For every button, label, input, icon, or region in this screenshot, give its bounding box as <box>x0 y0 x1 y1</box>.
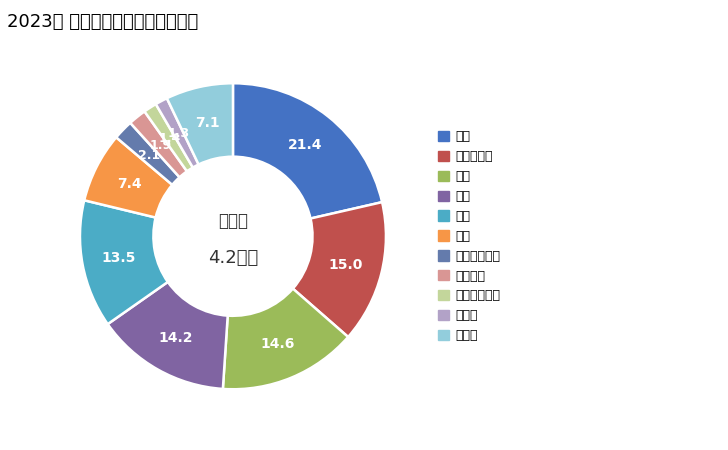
Wedge shape <box>116 123 180 185</box>
Wedge shape <box>223 288 348 389</box>
Wedge shape <box>167 83 233 165</box>
Wedge shape <box>156 98 199 167</box>
Wedge shape <box>233 83 382 219</box>
Text: 2023年 輸出相手国のシェア（％）: 2023年 輸出相手国のシェア（％） <box>7 14 199 32</box>
Wedge shape <box>80 200 168 324</box>
Text: 2.1: 2.1 <box>138 149 160 162</box>
Text: 14.2: 14.2 <box>159 331 193 345</box>
Text: 14.6: 14.6 <box>261 337 295 351</box>
Wedge shape <box>145 104 193 171</box>
Wedge shape <box>293 202 386 337</box>
Wedge shape <box>84 137 173 217</box>
Text: 7.4: 7.4 <box>117 176 142 190</box>
Wedge shape <box>130 112 187 177</box>
Legend: 中国, フィリピン, 香港, 台湾, 米国, 韓国, スウェーデン, ベトナム, インドネシア, ドイツ, その他: 中国, フィリピン, 香港, 台湾, 米国, 韓国, スウェーデン, ベトナム,… <box>438 130 501 342</box>
Text: 13.5: 13.5 <box>101 251 136 265</box>
Text: 1.3: 1.3 <box>167 127 189 140</box>
Text: 15.0: 15.0 <box>328 258 363 272</box>
Text: 7.1: 7.1 <box>195 116 220 130</box>
Text: 総　額: 総 額 <box>218 212 248 230</box>
Text: 1.4: 1.4 <box>159 132 181 145</box>
Text: 1.9: 1.9 <box>149 139 171 152</box>
Text: 21.4: 21.4 <box>288 138 323 152</box>
Wedge shape <box>108 282 228 389</box>
Text: 4.2億円: 4.2億円 <box>207 249 258 267</box>
